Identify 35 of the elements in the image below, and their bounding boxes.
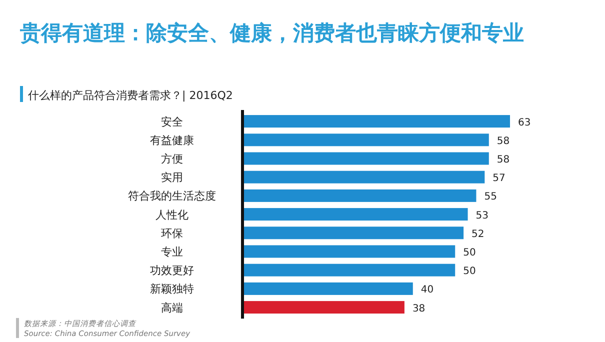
y-tick-label: 安全 bbox=[161, 115, 183, 128]
bar bbox=[244, 134, 489, 146]
text: 什么样的产品符合消费者需求？| 2016Q2 bbox=[28, 89, 233, 102]
bar bbox=[244, 152, 489, 165]
bar bbox=[244, 264, 456, 276]
bar bbox=[244, 282, 413, 295]
data-label: 55 bbox=[484, 192, 497, 203]
y-tick-label: 人性化 bbox=[156, 208, 188, 222]
data-label: 38 bbox=[412, 303, 426, 314]
bar bbox=[244, 189, 476, 202]
bar bbox=[244, 170, 485, 184]
y-tick-label: 功效更好 bbox=[150, 264, 194, 278]
y-tick-label: 符合我的生活态度 bbox=[128, 190, 216, 203]
y-tick-label: 高端 bbox=[161, 301, 183, 314]
data-label: 40 bbox=[420, 284, 434, 296]
y-tick-label: 方便 bbox=[161, 152, 183, 166]
y-tick-label: 有益健康 bbox=[150, 134, 194, 147]
data-label: 58 bbox=[496, 136, 510, 147]
y-tick-label: 新颖独特 bbox=[150, 282, 194, 296]
bar bbox=[244, 245, 456, 258]
data-label: 50 bbox=[463, 248, 476, 258]
y-tick-label: 专业 bbox=[161, 246, 183, 258]
data-label: 58 bbox=[496, 154, 510, 166]
data-label: 63 bbox=[518, 117, 531, 128]
y-tick-label: 环保 bbox=[161, 226, 183, 240]
bar bbox=[244, 301, 404, 314]
data-label: 53 bbox=[476, 210, 489, 222]
bar bbox=[244, 226, 464, 240]
chart-title: 贵得有道理：除安全、健康，消费者也青睐方便和专业 bbox=[19, 21, 524, 45]
bar bbox=[244, 115, 510, 128]
y-tick-label: 实用 bbox=[161, 171, 183, 184]
bar bbox=[244, 208, 468, 221]
data-label: 52 bbox=[472, 228, 484, 240]
data-label: 50 bbox=[463, 266, 476, 278]
data-label: 57 bbox=[492, 173, 506, 184]
